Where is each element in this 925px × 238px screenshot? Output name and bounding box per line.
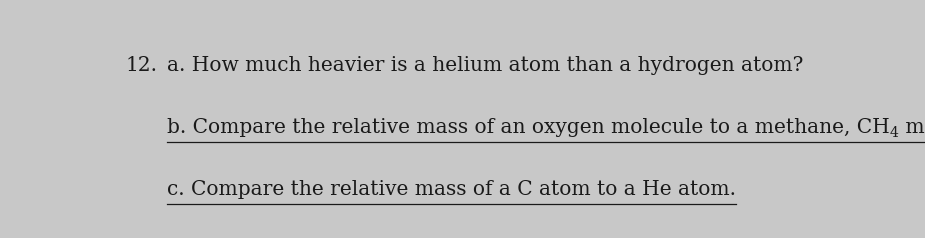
Text: a. How much heavier is a helium atom than a hydrogen atom?: a. How much heavier is a helium atom tha…: [167, 56, 804, 75]
Text: b. Compare the relative mass of an oxygen molecule to a methane, CH: b. Compare the relative mass of an oxyge…: [167, 118, 890, 137]
Text: 4: 4: [890, 126, 899, 140]
Text: molecule.: molecule.: [899, 118, 925, 137]
Text: c. Compare the relative mass of a C atom to a He atom.: c. Compare the relative mass of a C atom…: [167, 180, 736, 199]
Text: 12.: 12.: [126, 56, 157, 75]
